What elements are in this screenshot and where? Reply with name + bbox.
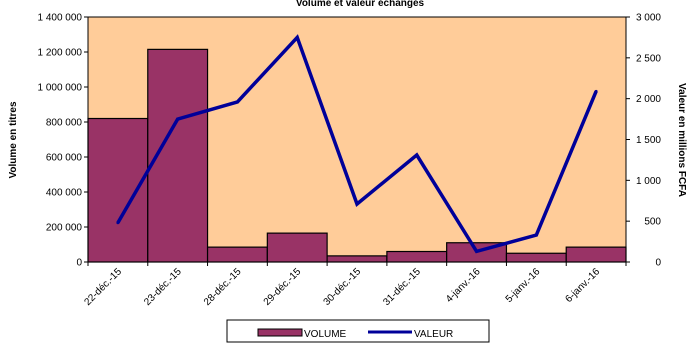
left-tick-label: 1 200 000 <box>38 48 83 59</box>
left-axis-title: Volume en titres <box>8 101 19 178</box>
chart-title: Volume et valeur échangés <box>296 0 425 9</box>
right-tick-label: 2 000 <box>636 94 661 105</box>
volume-bar <box>326 255 388 263</box>
valeur-line-series <box>116 34 598 254</box>
volume-bar <box>386 250 448 263</box>
left-tick-label: 800 000 <box>46 118 83 129</box>
x-tick-label: 31-déc.-15 <box>381 266 423 308</box>
left-tick-label: 600 000 <box>46 153 83 164</box>
right-tick-label: 1 000 <box>636 176 661 187</box>
valeur-point <box>176 117 180 121</box>
x-tick-label: 6-janv.-16 <box>564 266 603 305</box>
valeur-point <box>415 153 419 157</box>
right-axis-title: Valeur en millions FCFA <box>676 83 687 197</box>
legend: VOLUME VALEUR <box>226 319 490 343</box>
volume-bar <box>565 246 627 263</box>
x-tick-label: 29-déc.-15 <box>262 266 304 308</box>
right-axis-ticks: 0 500 1 000 1 500 2 000 2 500 3 000 <box>626 13 661 269</box>
x-tick-label: 30-déc.-15 <box>322 266 364 308</box>
right-tick-label: 3 000 <box>636 13 661 24</box>
x-tick-label: 4-janv.-16 <box>444 266 483 305</box>
volume-bar <box>505 252 567 263</box>
right-tick-label: 2 500 <box>636 53 661 64</box>
volume-bar <box>266 232 328 263</box>
right-tick-label: 0 <box>655 258 661 269</box>
valeur-point <box>475 249 479 253</box>
x-tick-label: 5-janv.-16 <box>504 266 543 305</box>
left-tick-label: 0 <box>76 258 82 269</box>
volume-bar <box>206 246 268 263</box>
left-tick-label: 1 000 000 <box>38 83 83 94</box>
legend-volume-label: VOLUME <box>304 329 347 340</box>
right-tick-label: 500 <box>644 217 661 228</box>
valeur-point <box>235 100 239 104</box>
x-tick-label: 23-déc.-15 <box>142 266 184 308</box>
legend-volume-swatch <box>257 328 303 337</box>
valeur-point <box>295 35 299 39</box>
left-tick-label: 400 000 <box>46 188 83 199</box>
x-axis-ticks: 22-déc.-15 23-déc.-15 28-déc.-15 29-déc.-15… <box>82 262 627 308</box>
left-tick-label: 200 000 <box>46 223 83 234</box>
valeur-point <box>355 202 359 206</box>
valeur-point <box>534 233 538 237</box>
valeur-point <box>116 221 120 225</box>
right-tick-label: 1 500 <box>636 135 661 146</box>
volume-bar <box>87 117 149 263</box>
left-axis-ticks: 0 200 000 400 000 600 000 800 000 1 000 000 1 … <box>38 13 88 269</box>
valeur-point <box>594 89 598 93</box>
legend-valeur-label: VALEUR <box>414 329 453 340</box>
x-tick-label: 28-déc.-15 <box>202 266 244 308</box>
left-tick-label: 1 400 000 <box>38 13 83 24</box>
x-tick-label: 22-déc.-15 <box>82 266 124 308</box>
